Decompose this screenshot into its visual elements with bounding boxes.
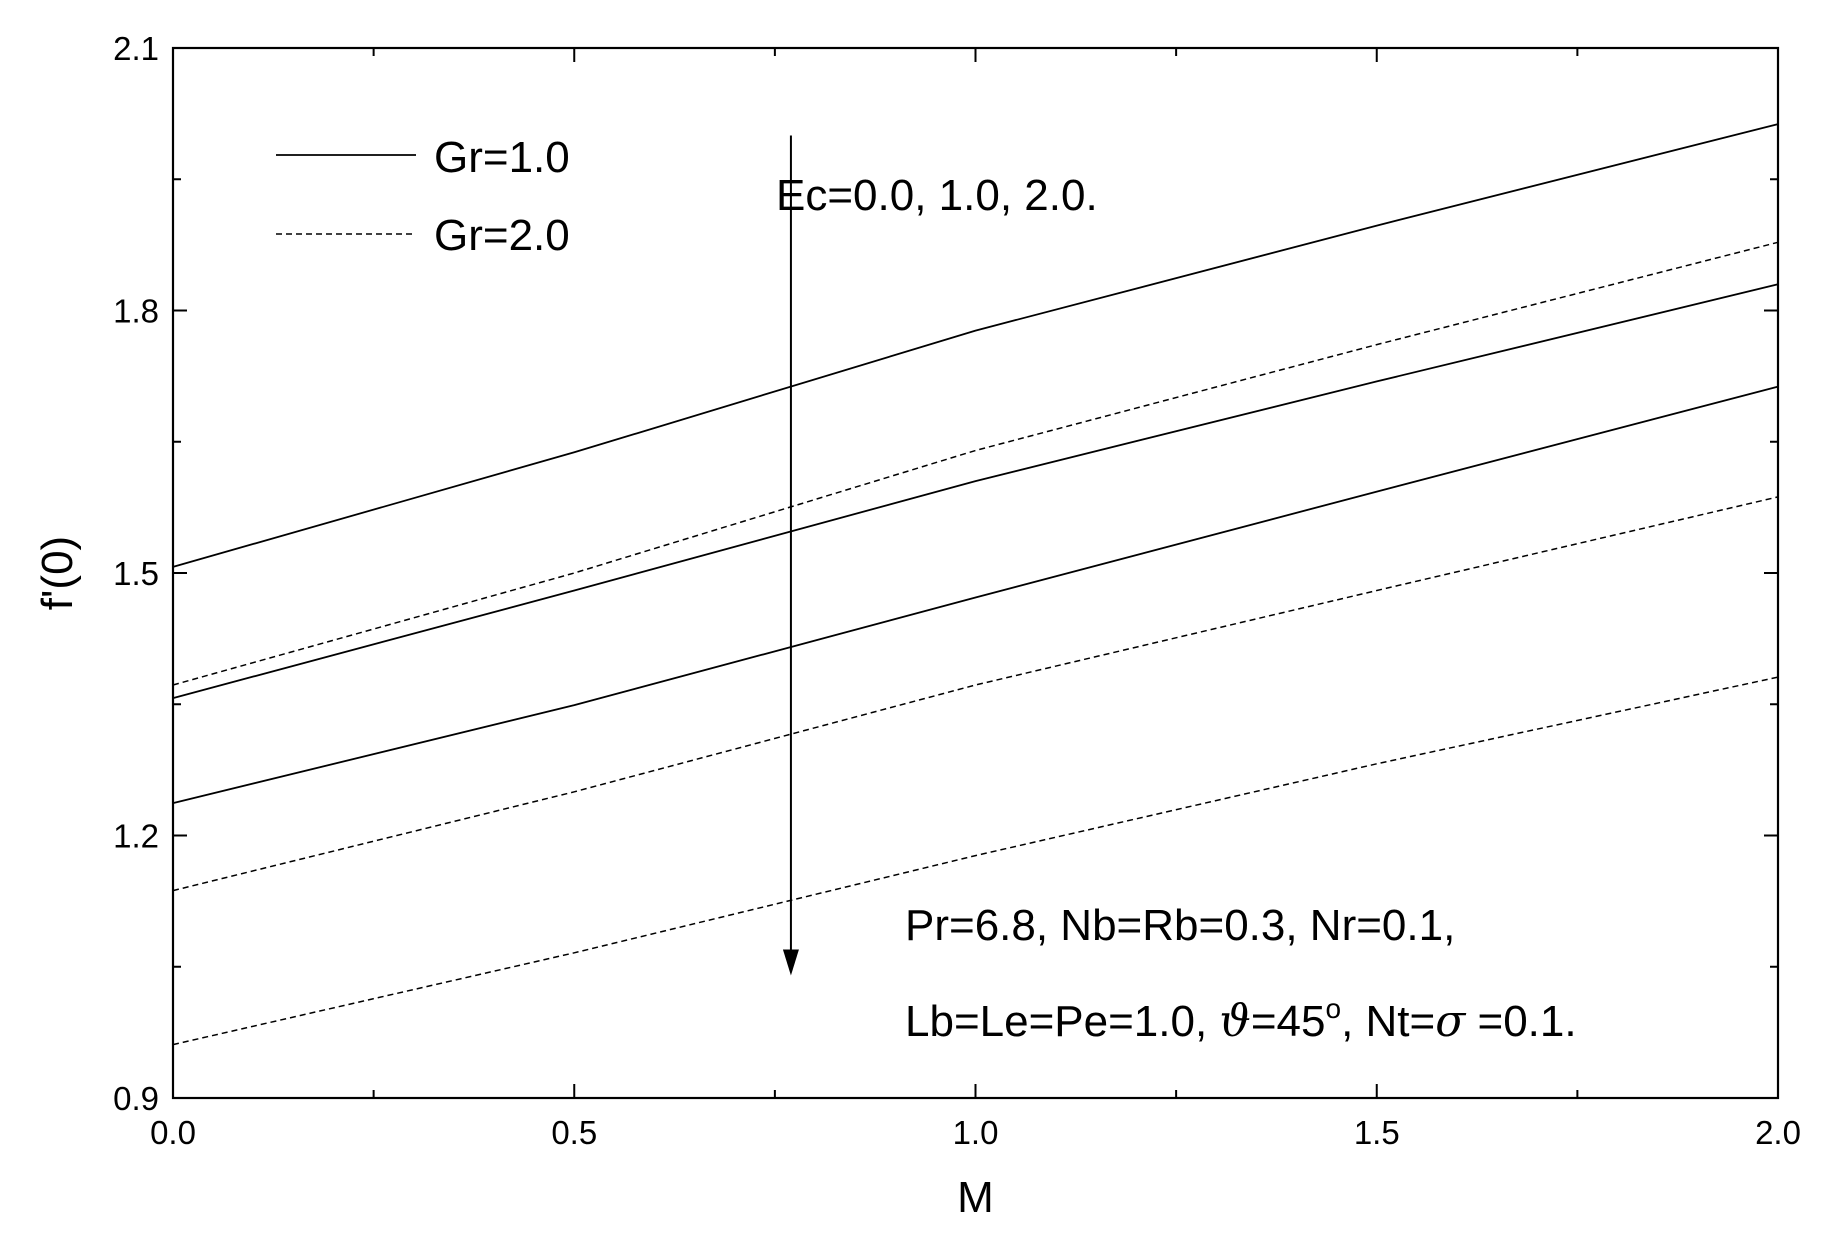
theta-symbol: ϑ bbox=[1219, 996, 1250, 1047]
degree-superscript: o bbox=[1326, 993, 1342, 1024]
y-axis-title: f'(0) bbox=[33, 536, 82, 610]
series-line-gr-1 bbox=[172, 385, 1779, 804]
y-tick-label: 2.1 bbox=[113, 30, 159, 67]
series-line-gr-2 bbox=[172, 676, 1779, 1046]
x-tick-label: 2.0 bbox=[1755, 1114, 1801, 1151]
params-part-c: , Nt= bbox=[1341, 997, 1435, 1046]
y-tick-label: 1.8 bbox=[113, 293, 159, 330]
x-tick-label: 0.0 bbox=[150, 1114, 196, 1151]
series-line-gr-1 bbox=[172, 123, 1779, 568]
x-tick-label: 1.5 bbox=[1354, 1114, 1400, 1151]
sigma-symbol: σ bbox=[1435, 996, 1467, 1047]
ec-annotation: Ec=0.0, 1.0, 2.0. bbox=[776, 171, 1098, 220]
series-line-gr-2 bbox=[172, 496, 1779, 892]
legend: Gr=1.0 Gr=2.0 bbox=[276, 133, 570, 260]
params-part-a: Lb=Le=Pe=1.0, bbox=[905, 997, 1219, 1046]
legend-label-gr-1: Gr=1.0 bbox=[434, 133, 570, 182]
y-tick-label: 0.9 bbox=[113, 1080, 159, 1117]
plot-frame bbox=[171, 46, 1780, 1100]
parameters-line-2: Lb=Le=Pe=1.0, ϑ=45o, Nt=σ =0.1. bbox=[905, 993, 1577, 1047]
series-layer bbox=[172, 123, 1779, 1046]
x-tick-label: 1.0 bbox=[953, 1114, 999, 1151]
x-axis-title: M bbox=[957, 1173, 994, 1222]
y-tick-label: 1.5 bbox=[113, 555, 159, 592]
arrow-head-icon bbox=[782, 949, 799, 976]
tick-labels: 0.0 0.5 1.0 1.5 2.0 0.9 1.2 1.5 1.8 2.1 bbox=[113, 30, 1801, 1151]
ec-arrow bbox=[782, 135, 799, 976]
x-tick-label: 0.5 bbox=[551, 1114, 597, 1151]
y-tick-label: 1.2 bbox=[113, 818, 159, 855]
legend-label-gr-2: Gr=2.0 bbox=[434, 211, 570, 260]
parameters-line-1: Pr=6.8, Nb=Rb=0.3, Nr=0.1, bbox=[905, 901, 1455, 950]
params-part-b: =45 bbox=[1251, 997, 1326, 1046]
series-line-gr-2 bbox=[172, 241, 1779, 686]
params-part-d: =0.1. bbox=[1465, 997, 1576, 1046]
series-line-gr-1 bbox=[172, 283, 1779, 699]
